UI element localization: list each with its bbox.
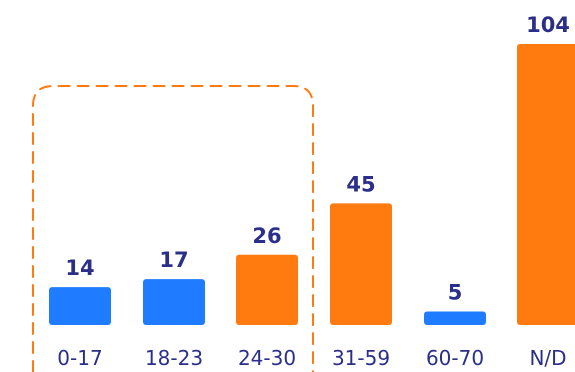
tick-label-31-59: 31-59 <box>332 346 390 370</box>
bar-0-17 <box>49 287 111 325</box>
value-label-n-d: 104 <box>526 13 570 37</box>
bars-group <box>49 44 575 325</box>
value-label-60-70: 5 <box>448 280 463 304</box>
tick-label-n-d: N/D <box>529 346 566 370</box>
x-axis-tick-labels: 0-17 18-23 24-30 31-59 60-70 N/D <box>57 346 566 370</box>
value-label-18-23: 17 <box>159 248 188 272</box>
value-label-31-59: 45 <box>346 172 375 196</box>
bar-31-59 <box>330 203 392 325</box>
bar-24-30 <box>236 254 298 325</box>
bar-18-23 <box>143 279 205 325</box>
value-label-24-30: 26 <box>252 224 281 248</box>
tick-label-24-30: 24-30 <box>238 346 296 370</box>
tick-label-60-70: 60-70 <box>426 346 484 370</box>
bar-n-d <box>517 44 575 325</box>
value-label-0-17: 14 <box>65 256 94 280</box>
tick-label-18-23: 18-23 <box>145 346 203 370</box>
value-labels-group: 14 17 26 45 5 104 <box>65 13 570 304</box>
highlight-group-box <box>32 85 314 372</box>
bar-60-70 <box>424 311 486 325</box>
tick-label-0-17: 0-17 <box>57 346 102 370</box>
